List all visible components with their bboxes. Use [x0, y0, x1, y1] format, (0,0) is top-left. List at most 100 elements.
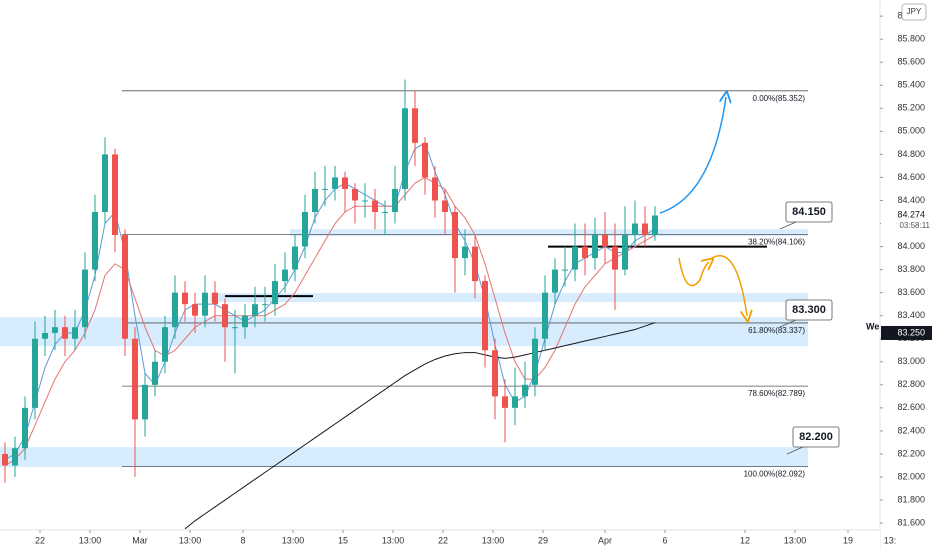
candle-body	[442, 200, 448, 212]
candle-body	[72, 327, 78, 339]
candle-body	[292, 246, 298, 270]
countdown: 03:58:11	[899, 221, 930, 230]
fib-label: 0.00%(85.352)	[753, 94, 806, 103]
y-tick-label: 81.800	[897, 494, 925, 504]
candle-body	[362, 200, 368, 202]
candle-body	[482, 281, 488, 351]
callout-pointer	[786, 446, 804, 455]
annotations	[659, 97, 747, 316]
currency-label: JPY	[907, 7, 922, 16]
weekly-badge	[881, 325, 932, 340]
y-tick-label: 84.000	[897, 241, 925, 251]
y-tick-label: 82.800	[897, 379, 925, 389]
candle-body	[392, 188, 398, 212]
candle-body	[122, 235, 128, 339]
candle-body	[272, 281, 278, 305]
callout-pointer	[779, 221, 797, 230]
candle-body	[372, 200, 378, 212]
candle-body	[172, 292, 178, 328]
candle-body	[302, 212, 308, 247]
candle-body	[452, 212, 458, 259]
candle-body	[602, 235, 608, 247]
y-tick-label: 81.600	[897, 517, 925, 527]
x-tick-label: 6	[662, 535, 667, 545]
candle-body	[332, 177, 338, 189]
y-tick-label: 82.600	[897, 402, 925, 412]
price-axis	[880, 0, 932, 550]
candle-body	[432, 177, 438, 201]
x-tick-label: 13:00	[282, 535, 305, 545]
candle-body	[212, 292, 218, 305]
y-tick-label: 83.400	[897, 310, 925, 320]
y-tick-label: 83.000	[897, 356, 925, 366]
candle-body	[512, 396, 518, 408]
candle-body	[112, 154, 118, 236]
x-tick-label: 15	[338, 535, 348, 545]
candle-body	[532, 338, 538, 385]
candle-body	[42, 332, 48, 339]
candle-body	[632, 223, 638, 236]
x-tick-label: 13:00	[784, 535, 807, 545]
callout-pointer	[779, 319, 797, 328]
candle-body	[242, 315, 248, 328]
x-tick-label: 29	[538, 535, 548, 545]
candle-body	[502, 396, 508, 408]
candle-body	[462, 246, 468, 259]
candle-body	[552, 269, 558, 293]
x-tick-label: 12	[740, 535, 750, 545]
callout-box	[785, 201, 833, 223]
zone	[0, 317, 808, 347]
y-tick-label: 85.600	[897, 57, 925, 67]
x-tick-label: 13:	[884, 535, 897, 545]
candle-body	[222, 304, 228, 328]
x-tick-label: 22	[35, 535, 45, 545]
candle-body	[402, 108, 408, 189]
candle-body	[252, 304, 258, 316]
fib-label: 38.20%(84.106)	[748, 237, 805, 246]
x-tick-label: 13:00	[382, 535, 405, 545]
candle-body	[522, 384, 528, 397]
candle-body	[322, 188, 328, 190]
candle-body	[102, 154, 108, 212]
callout-box	[792, 426, 840, 448]
x-tick-label: 8	[240, 535, 245, 545]
y-tick-label: 82.400	[897, 425, 925, 435]
currency-badge	[901, 3, 927, 21]
candle-body	[182, 292, 188, 305]
candle-body	[352, 188, 358, 201]
candle-body	[232, 327, 238, 329]
y-tick-label: 82.200	[897, 448, 925, 458]
callout-label: 84.150	[792, 206, 826, 218]
candle-body	[592, 235, 598, 259]
y-tick-label: 85.800	[897, 34, 925, 44]
candle-body	[152, 361, 158, 385]
candle-body	[52, 327, 58, 333]
candle-body	[562, 269, 568, 271]
fib-label: 100.00%(82.092)	[744, 470, 806, 479]
y-tick-label: 83.600	[897, 287, 925, 297]
y-tick-label: 85.000	[897, 126, 925, 136]
candle-body	[12, 448, 18, 466]
candle-body	[612, 246, 618, 270]
candle-body	[642, 223, 648, 236]
current-price: 84.274	[897, 209, 925, 219]
candle-body	[492, 350, 498, 397]
candle-body	[202, 292, 208, 316]
fib-label: 78.60%(82.789)	[748, 389, 805, 398]
candle-body	[572, 246, 578, 270]
candle-body	[382, 212, 388, 213]
candle-body	[132, 338, 138, 420]
candle-body	[622, 235, 628, 270]
fib-label: 61.80%(83.337)	[748, 326, 805, 335]
x-tick-label: 22	[438, 535, 448, 545]
candle-body	[312, 188, 318, 212]
candle-body	[262, 304, 268, 306]
zone	[290, 229, 808, 237]
x-tick-label: Mar	[132, 535, 148, 545]
arrow-down	[711, 255, 747, 316]
candle-body	[422, 142, 428, 178]
candle-body	[62, 327, 68, 339]
callout-box	[785, 299, 833, 321]
